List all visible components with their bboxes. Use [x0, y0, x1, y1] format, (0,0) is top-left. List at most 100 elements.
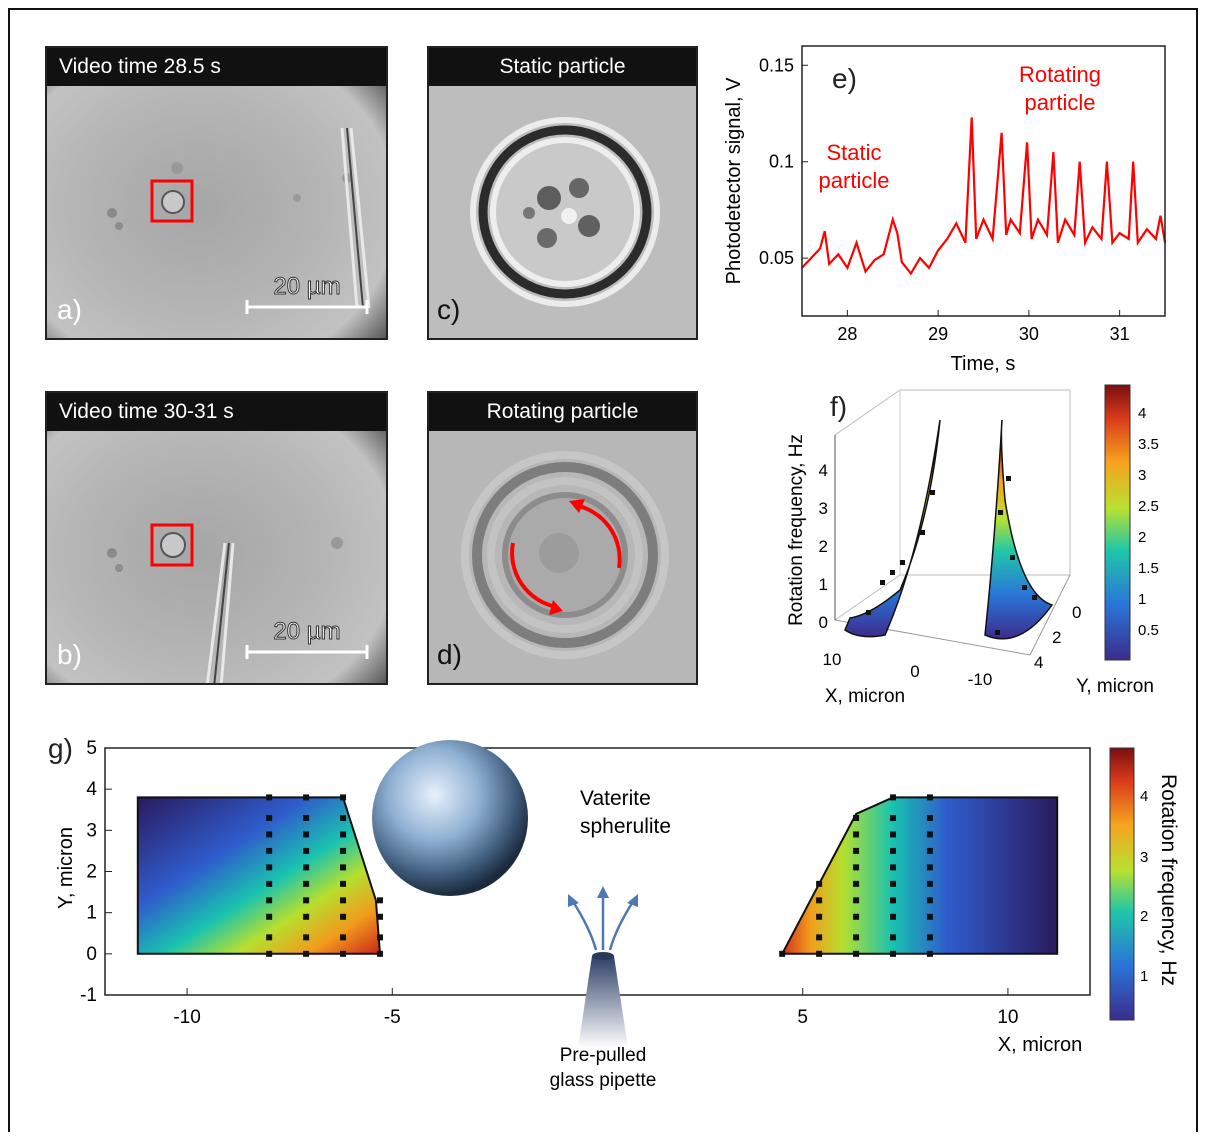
- measurement-point: [926, 934, 933, 941]
- measurement-point: [890, 950, 896, 957]
- measurement-point: [303, 880, 310, 887]
- svg-text:0: 0: [910, 662, 919, 681]
- panel-c-header: Static particle: [429, 48, 696, 86]
- measurement-point: [853, 864, 860, 871]
- measurement-points: [266, 794, 933, 957]
- svg-text:2.5: 2.5: [1138, 498, 1159, 515]
- svg-text:4: 4: [1034, 653, 1043, 672]
- chart-g-ylabel: Y, micron: [55, 827, 77, 909]
- photodetector-signal-series: [801, 117, 1167, 276]
- x-tick-label: 31: [1110, 324, 1130, 344]
- measurement-point: [816, 913, 823, 920]
- measurement-point: [266, 897, 273, 904]
- measurement-point: [266, 814, 273, 821]
- measurement-point: [926, 950, 933, 957]
- panel-b-micrograph: Video time 30-31 s 20 µm b): [45, 391, 388, 685]
- measurement-point: [303, 913, 310, 920]
- panel-f-letter: f): [830, 391, 847, 422]
- panel-d-closeup: Rotating particle d): [427, 391, 698, 685]
- measurement-point: [926, 814, 933, 821]
- measurement-point: [266, 831, 273, 838]
- colorbar-f: [1104, 384, 1131, 661]
- chart-f-zlabel: Rotation frequency, Hz: [786, 434, 807, 626]
- x-tick-label: 5: [797, 1007, 808, 1028]
- svg-text:1: 1: [819, 575, 828, 594]
- annotation-rotating-line2: particle: [1025, 90, 1096, 115]
- chart-e-xlabel: Time, s: [951, 353, 1016, 375]
- panel-a-overlay: 20 µm: [107, 127, 371, 314]
- svg-text:4: 4: [819, 461, 828, 480]
- measurement-point: [303, 847, 310, 854]
- measurement-point: [926, 897, 933, 904]
- panel-a-micrograph: Video time 28.5 s 20 µm a): [45, 46, 388, 340]
- measurement-point: [266, 934, 273, 941]
- measurement-point: [376, 934, 383, 941]
- scalebar-label-a: 20 µm: [273, 273, 340, 300]
- measurement-point: [890, 913, 896, 920]
- y-tick-label: 0.05: [759, 248, 794, 268]
- measurement-point: [376, 913, 383, 920]
- y-tick-label: 1: [86, 903, 97, 924]
- svg-text:10: 10: [823, 650, 842, 669]
- chart-f-ylabel: Y, micron: [1076, 676, 1154, 697]
- measurement-point: [340, 831, 347, 838]
- panel-b-letter: b): [57, 639, 82, 670]
- measurement-point: [853, 913, 860, 920]
- svg-text:4: 4: [1138, 405, 1146, 422]
- measurement-point: [376, 950, 383, 957]
- svg-text:2: 2: [1140, 908, 1148, 925]
- y-tick-label: 4: [86, 779, 97, 800]
- pipette-label-line2: glass pipette: [550, 1070, 657, 1091]
- svg-text:0: 0: [1072, 603, 1081, 622]
- svg-text:2: 2: [1138, 529, 1146, 546]
- colorbar-g-label: Rotation frequency, Hz: [1157, 774, 1180, 986]
- panel-a-header: Video time 28.5 s: [47, 48, 386, 86]
- measurement-point: [926, 847, 933, 854]
- selection-box-a: [150, 179, 194, 223]
- panel-c-letter: c): [437, 294, 461, 325]
- measurement-point: [340, 913, 347, 920]
- y-tick-label: -1: [80, 985, 97, 1006]
- x-tick-label: 29: [928, 324, 948, 344]
- measurement-point: [340, 950, 347, 957]
- panel-c-particle: [470, 117, 660, 307]
- measurement-point: [816, 950, 823, 957]
- panel-d-header: Rotating particle: [429, 393, 696, 431]
- scalebar-label-b: 20 µm: [273, 618, 340, 645]
- measurement-point: [926, 880, 933, 887]
- panel-g-letter: g): [48, 733, 73, 764]
- chart-f-xlabel: X, micron: [825, 686, 905, 707]
- y-tick-label: 0.1: [769, 152, 794, 172]
- y-tick-label: 0: [86, 944, 97, 965]
- x-tick-label: 30: [1019, 324, 1039, 344]
- surface-right: [984, 419, 1054, 640]
- measurement-point: [890, 897, 896, 904]
- chart-e-ticks: 28 29 30 31 0.05 0.1 0.15: [759, 55, 1130, 344]
- chart-g-xlabel: X, micron: [998, 1034, 1082, 1056]
- measurement-point: [926, 831, 933, 838]
- measurement-point: [816, 880, 823, 887]
- svg-text:1: 1: [1138, 591, 1146, 608]
- measurement-point: [853, 814, 860, 821]
- svg-text:2: 2: [1052, 628, 1061, 647]
- measurement-point: [266, 913, 273, 920]
- selection-box-b: [150, 523, 194, 567]
- measurement-point: [816, 897, 823, 904]
- measurement-point: [890, 864, 896, 871]
- measurement-point: [890, 880, 896, 887]
- measurement-point: [853, 897, 860, 904]
- measurement-point: [303, 831, 310, 838]
- pipette-image: [578, 956, 628, 1048]
- measurement-point: [890, 934, 896, 941]
- svg-text:3: 3: [1140, 849, 1148, 866]
- measurement-point: [853, 880, 860, 887]
- svg-text:0.5: 0.5: [1138, 622, 1159, 639]
- measurement-point: [816, 934, 823, 941]
- flow-arrows: [570, 893, 636, 951]
- annotation-static-line1: Static: [826, 140, 881, 165]
- svg-text:1.5: 1.5: [1138, 560, 1159, 577]
- y-tick-label: 0.15: [759, 55, 794, 75]
- measurement-point: [340, 880, 347, 887]
- svg-text:1: 1: [1140, 968, 1148, 985]
